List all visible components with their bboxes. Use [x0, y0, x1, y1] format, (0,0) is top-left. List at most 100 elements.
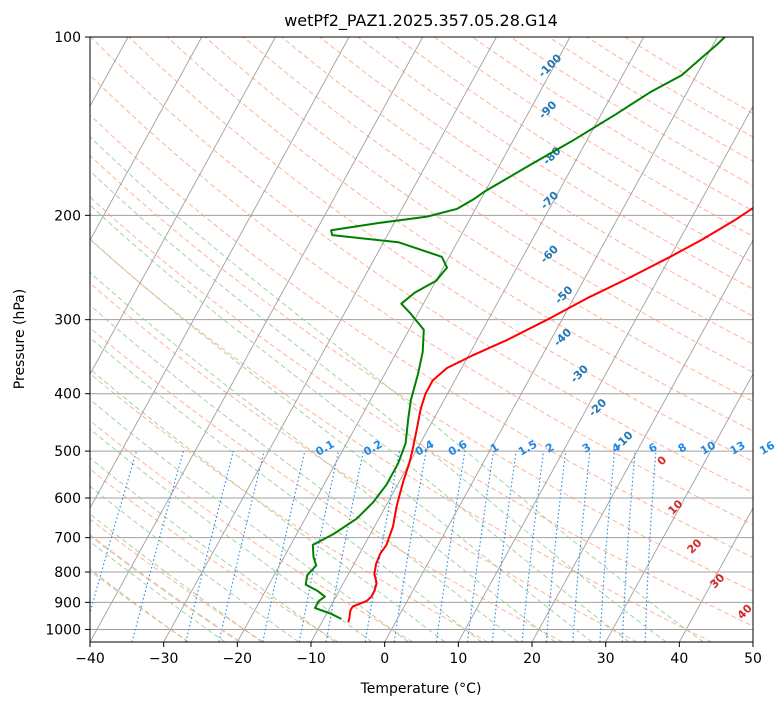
- moist-adiabat-line: [90, 271, 556, 642]
- mixing-ratio-line: [466, 451, 495, 642]
- mixing-ratio-line: [521, 451, 545, 642]
- dry-adiabat-line: [319, 37, 753, 317]
- dry-adiabat-label: -30: [568, 362, 591, 385]
- y-tick-label: 900: [54, 595, 81, 611]
- mixing-ratio-label: 1: [488, 441, 501, 456]
- isotherm-line: [90, 37, 424, 642]
- moist-adiabat-line: [90, 304, 519, 642]
- dry-adiabat-label: -50: [552, 283, 575, 306]
- dry-adiabat-line: [204, 37, 753, 402]
- isotherm-line: [457, 105, 753, 642]
- isotherm-line: [90, 37, 276, 376]
- dry-adiabat-line: [90, 419, 414, 642]
- isotherm-line: [752, 641, 753, 642]
- isotherm-line: [90, 37, 203, 242]
- moist-adiabat-line: [90, 136, 704, 642]
- moist-adiabat-line: [90, 485, 299, 642]
- y-tick-label: 500: [54, 444, 81, 460]
- dry-adiabat-label: -40: [551, 326, 574, 349]
- dry-adiabat-line: [90, 282, 638, 642]
- dewpoint-trace: [304, 37, 726, 620]
- moist-adiabat-line: [90, 428, 373, 642]
- y-tick-label: 100: [54, 30, 81, 46]
- mixing-ratio-label: 8: [676, 441, 689, 456]
- moist-adiabat-label: 0: [655, 453, 670, 468]
- dry-adiabat-line: [586, 37, 753, 138]
- x-axis-label: Temperature (°C): [360, 681, 482, 697]
- x-tick-label: 30: [597, 651, 615, 667]
- mixing-ratio-line: [131, 450, 184, 642]
- moist-adiabat-line: [90, 204, 630, 642]
- mixing-ratio-line: [393, 451, 427, 642]
- isotherm-line: [90, 37, 350, 509]
- mixing-ratio-label: 10: [698, 438, 718, 457]
- dry-adiabat-line: [90, 196, 753, 627]
- mixing-ratio-label: 16: [757, 438, 775, 457]
- moist-adiabat-line: [90, 398, 409, 642]
- dry-adiabat-line: [90, 114, 753, 559]
- x-axis-ticks: −40 −30 −20 −10 0 10 20 30 40 50: [75, 642, 762, 667]
- dry-adiabat-line: [281, 37, 753, 345]
- y-tick-label: 800: [54, 565, 81, 581]
- dry-adiabat-label: -90: [536, 98, 559, 121]
- y-tick-label: 1000: [45, 622, 81, 638]
- dry-adiabat-line: [166, 37, 753, 432]
- isotherm-line: [236, 37, 571, 642]
- isotherm-line: [384, 37, 718, 642]
- moist-adiabat-label: 30: [707, 571, 727, 591]
- y-axis-label: Pressure (hPa): [12, 289, 28, 389]
- sounding-traces: [304, 37, 753, 623]
- mixing-ratio-label: 0.2: [361, 438, 384, 459]
- dry-adiabat-line: [243, 37, 753, 373]
- dry-adiabat-line: [90, 238, 712, 642]
- x-tick-label: 40: [670, 651, 688, 667]
- isotherm-line: [163, 37, 497, 642]
- dry-adiabat-line: [90, 372, 488, 642]
- pressure-gridlines: [90, 36, 753, 630]
- moist-adiabat-label: 10: [665, 497, 685, 517]
- mixing-ratio-label: 3: [580, 441, 593, 456]
- mixing-ratio-label: 13: [728, 439, 748, 458]
- dry-adiabat-line: [90, 468, 339, 642]
- mixing-ratio-line: [545, 451, 567, 642]
- moist-adiabat-line: [90, 540, 226, 642]
- y-tick-label: 200: [54, 208, 81, 224]
- y-axis-ticks: 100 200 300 400 500 600 700 800 900 1000: [45, 30, 90, 638]
- plot-frame: [89, 36, 754, 643]
- x-tick-label: −40: [75, 651, 105, 667]
- reference-curve-line: [90, 534, 241, 642]
- dry-adiabat-line: [90, 37, 753, 494]
- x-tick-label: −30: [149, 651, 179, 667]
- moist-adiabat-line: [90, 513, 263, 642]
- x-tick-label: −10: [296, 651, 326, 667]
- x-tick-label: 0: [380, 651, 389, 667]
- mixing-ratio-line: [491, 451, 517, 642]
- moist-adiabat-line: [90, 368, 446, 642]
- moist-adiabats: [90, 136, 704, 642]
- y-tick-label: 700: [54, 531, 81, 547]
- x-tick-label: 10: [449, 651, 467, 667]
- moist-adiabat-line: [90, 238, 593, 642]
- isotherm-line: [678, 507, 753, 642]
- y-tick-label: 300: [54, 313, 81, 329]
- mixing-ratio-label: 0.6: [446, 437, 470, 458]
- isotherm-line: [605, 373, 753, 642]
- reference-curve: [90, 534, 241, 642]
- dry-adiabat-line: [90, 154, 753, 592]
- background-lines: [90, 37, 753, 642]
- mixing-ratio-label: 1.5: [516, 438, 539, 459]
- isotherm-line: [310, 37, 645, 642]
- y-tick-label: 400: [54, 387, 81, 403]
- moist-adiabat-line: [90, 336, 482, 642]
- isotherm-line: [531, 239, 753, 642]
- moist-adiabat-line: [90, 170, 667, 642]
- mixing-ratio-line: [90, 450, 138, 615]
- mixing-ratio-line: [621, 451, 636, 642]
- moist-adiabat-line: [90, 568, 189, 642]
- mixing-ratio-line: [572, 451, 591, 642]
- dry-adiabat-line: [90, 74, 753, 526]
- moist-adiabat-line: [90, 457, 336, 642]
- mixing-ratio-line: [262, 450, 306, 642]
- mixing-ratio-label: 6: [646, 440, 659, 455]
- x-tick-label: −20: [223, 651, 253, 667]
